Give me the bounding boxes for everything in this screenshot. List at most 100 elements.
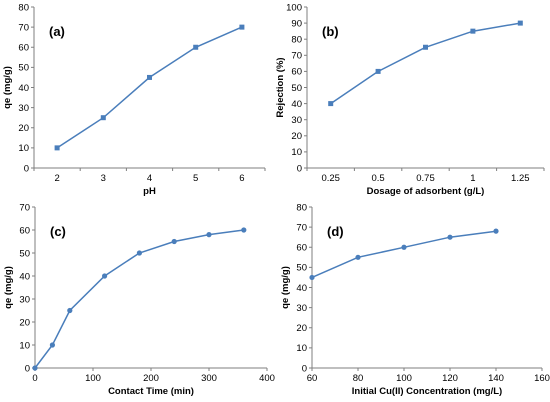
y-tick-label: 30 (291, 115, 302, 126)
data-point (49, 342, 56, 348)
y-axis-title: qe (mg/g) (280, 266, 291, 309)
y-tick-label: 70 (291, 51, 302, 62)
panel-label: (c) (50, 224, 66, 239)
data-point (493, 228, 499, 234)
x-tick-label: 200 (143, 373, 159, 384)
y-tick-label: 80 (291, 35, 302, 46)
y-tick-label: 10 (18, 143, 29, 154)
panel-label: (a) (49, 24, 65, 39)
data-point (423, 44, 428, 50)
data-point (67, 307, 73, 314)
data-point (355, 254, 361, 260)
data-point (54, 145, 60, 151)
x-tick-label: 400 (259, 373, 275, 384)
y-tick-label: 40 (291, 99, 302, 110)
data-point (32, 365, 38, 371)
panel-b: 0 10 20 30 40 50 60 70 80 90 100 0.25 0.5 0.75 1 1.25 Do… (275, 2, 545, 197)
x-tick-label: 140 (488, 373, 504, 384)
x-tick-label: 2 (54, 173, 59, 184)
data-point (147, 74, 152, 80)
data-point (328, 101, 334, 107)
data-point (470, 28, 476, 34)
y-tick-label: 10 (296, 343, 307, 354)
x-axis-title: Dosage of adsorbent (g/L) (367, 186, 485, 197)
panel-label: (d) (327, 224, 344, 239)
y-tick-label: 20 (291, 131, 302, 142)
x-axis-title: pH (143, 186, 156, 197)
y-tick-label: 20 (18, 123, 29, 134)
x-tick-label: 100 (85, 373, 101, 384)
y-tick-label: 30 (19, 294, 30, 305)
data-point (447, 234, 453, 240)
y-tick-label: 0 (302, 363, 307, 374)
x-tick-label: 120 (442, 373, 458, 384)
data-point (375, 68, 381, 74)
x-tick-label: 3 (101, 173, 106, 184)
x-tick-label: 100 (396, 373, 412, 384)
data-point (309, 274, 315, 281)
data-point (171, 238, 177, 245)
y-tick-label: 40 (296, 283, 307, 294)
x-tick-label: 5 (193, 173, 198, 184)
panel-d: 0 10 20 30 40 50 60 70 80 60 80 100 120 140 160 Initial… (280, 202, 550, 397)
data-point (136, 250, 142, 256)
panel-a: 0 10 20 30 40 50 60 70 80 2 3 4 5 6 pH qe (mg/g) (a) (2, 2, 266, 197)
y-tick-label: 10 (19, 340, 30, 351)
y-tick-label: 50 (18, 63, 29, 74)
y-tick-label: 20 (296, 323, 307, 334)
y-tick-label: 60 (291, 67, 302, 78)
y-tick-label: 30 (18, 103, 29, 114)
data-point (100, 115, 106, 121)
y-tick-label: 70 (296, 222, 307, 233)
y-tick-label: 0 (24, 163, 29, 174)
y-tick-label: 10 (291, 147, 302, 158)
y-tick-label: 40 (18, 83, 29, 94)
x-tick-label: 1.25 (511, 173, 530, 184)
y-tick-label: 90 (291, 18, 302, 29)
x-axis-title: Initial Cu(II) Concentration (mg/L) (352, 386, 502, 397)
x-tick-label: 0.25 (321, 173, 340, 184)
x-tick-label: 60 (307, 373, 318, 384)
data-point (241, 227, 247, 233)
y-tick-label: 70 (18, 22, 29, 33)
data-point (517, 20, 523, 26)
y-axis-title: qe (mg/g) (2, 66, 13, 109)
data-point (206, 232, 212, 238)
y-tick-label: 50 (291, 83, 302, 94)
y-axis-title: qe (mg/g) (3, 266, 14, 309)
y-tick-label: 80 (296, 202, 307, 213)
data-point (193, 44, 199, 50)
y-tick-label: 70 (19, 202, 30, 213)
x-tick-label: 160 (534, 373, 550, 384)
y-tick-label: 0 (25, 363, 30, 374)
x-tick-label: 80 (353, 373, 364, 384)
series-line (56, 26, 243, 149)
panel-label: (b) (322, 24, 339, 39)
x-tick-label: 0 (32, 373, 37, 384)
data-point (239, 24, 245, 30)
y-tick-label: 50 (19, 248, 30, 259)
y-tick-label: 0 (297, 163, 302, 174)
y-tick-label: 40 (19, 271, 30, 282)
series-line (330, 22, 521, 105)
data-point (401, 244, 407, 250)
y-tick-label: 100 (286, 2, 302, 13)
data-point (102, 273, 108, 279)
x-tick-label: 4 (147, 173, 152, 184)
x-tick-label: 6 (239, 173, 244, 184)
x-tick-label: 300 (201, 373, 217, 384)
x-tick-label: 0.75 (416, 173, 435, 184)
x-tick-label: 0.5 (371, 173, 384, 184)
y-tick-label: 50 (296, 263, 307, 274)
y-tick-label: 20 (19, 317, 30, 328)
y-tick-label: 60 (296, 243, 307, 254)
x-tick-label: 1 (470, 173, 475, 184)
y-tick-label: 80 (18, 2, 29, 13)
y-tick-label: 60 (19, 225, 30, 236)
series-line (34, 229, 244, 369)
x-axis-title: Contact Time (min) (108, 386, 194, 397)
y-tick-label: 30 (296, 303, 307, 314)
y-tick-label: 60 (18, 43, 29, 54)
panel-c: 0 10 20 30 40 50 60 70 0 100 200 300 400 Contact Time… (3, 202, 275, 397)
